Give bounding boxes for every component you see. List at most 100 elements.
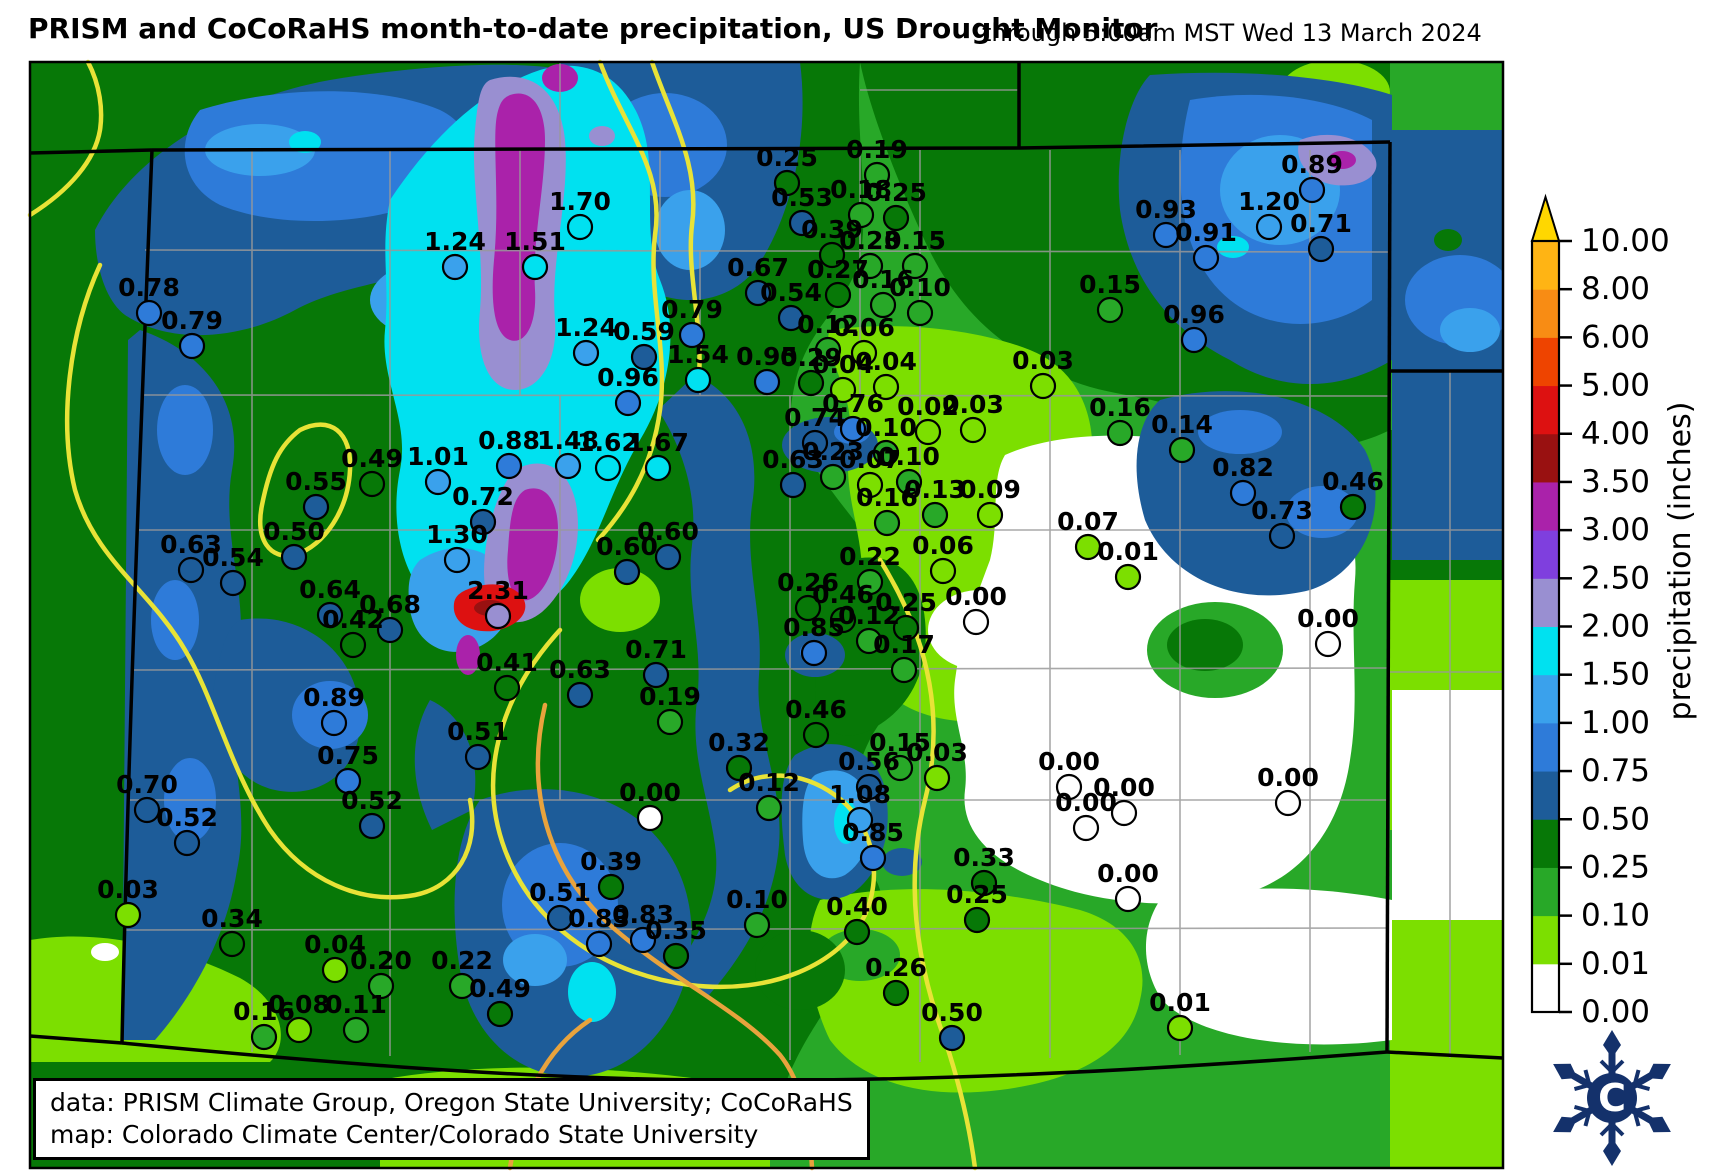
station-circle — [566, 213, 594, 241]
station-circle — [959, 416, 987, 444]
colorbar-segment — [1532, 722, 1559, 772]
station-marker: 0.10 — [878, 442, 940, 496]
station-circle — [173, 829, 201, 857]
station-value-label: 0.10 — [855, 413, 917, 442]
station-circle — [614, 389, 642, 417]
station-circle — [1166, 1014, 1194, 1042]
station-value-label: 0.34 — [201, 904, 263, 933]
station-value-label: 0.55 — [285, 467, 347, 496]
station-circle — [921, 501, 949, 529]
map-frame — [28, 60, 1505, 1170]
station-value-label: 0.46 — [1322, 467, 1384, 496]
station-marker: 0.00 — [1297, 604, 1359, 658]
station-marker: 0.00 — [1097, 859, 1159, 913]
station-marker: 1.67 — [627, 428, 689, 482]
colorbar-tick-label: 0.01 — [1581, 946, 1650, 982]
station-circle — [486, 1000, 514, 1028]
station-circle — [855, 627, 883, 655]
station-marker: 0.50 — [263, 517, 325, 571]
station-value-label: 1.54 — [667, 340, 729, 369]
station-value-label: 0.76 — [822, 389, 884, 418]
station-value-label: 0.70 — [116, 770, 178, 799]
station-value-label: 0.18 — [830, 175, 892, 204]
station-value-label: 0.12 — [797, 310, 859, 339]
station-marker: 0.75 — [317, 741, 379, 795]
station-marker: 0.42 — [322, 605, 384, 659]
station-marker: 0.71 — [625, 635, 687, 689]
station-marker: 0.46 — [812, 580, 874, 634]
colorbar-segment — [1532, 819, 1559, 868]
station-value-label: 0.52 — [341, 786, 403, 815]
station-marker: 1.30 — [426, 520, 488, 574]
station-circle — [1192, 244, 1220, 272]
station-circle — [585, 930, 613, 958]
station-circle — [1114, 563, 1142, 591]
station-marker: 0.13 — [904, 475, 966, 529]
station-value-label: 0.96 — [1163, 300, 1225, 329]
station-circle — [856, 252, 884, 280]
station-marker: 0.29 — [780, 343, 842, 397]
station-marker: 0.07 — [839, 445, 901, 499]
station-circle — [970, 869, 998, 897]
station-value-label: 0.26 — [865, 953, 927, 982]
station-marker: 0.12 — [838, 601, 900, 655]
station-circle — [133, 796, 161, 824]
station-value-label: 0.51 — [447, 717, 509, 746]
station-marker: 1.08 — [829, 780, 891, 834]
station-marker: 0.23 — [802, 437, 864, 491]
station-marker: 0.14 — [1151, 410, 1213, 464]
station-marker: 0.03 — [97, 875, 159, 929]
station-circle — [1055, 773, 1083, 801]
station-marker: 0.49 — [469, 974, 531, 1028]
station-value-label: 0.04 — [855, 347, 917, 376]
station-circle — [1180, 326, 1208, 354]
station-marker: 0.11 — [325, 990, 387, 1044]
station-marker: 0.54 — [202, 543, 264, 597]
colorbar-tick-label: 0.10 — [1581, 898, 1650, 934]
station-marker: 0.73 — [1251, 496, 1313, 550]
station-marker: 0.76 — [822, 389, 884, 443]
station-circle — [684, 366, 712, 394]
station-circle — [906, 299, 934, 327]
station-circle — [800, 639, 828, 667]
colorbar-tick-label: 4.00 — [1581, 416, 1650, 452]
station-circle — [929, 557, 957, 585]
station-value-label: 0.73 — [1251, 496, 1313, 525]
station-marker: 0.03 — [1012, 346, 1074, 400]
station-marker: 1.70 — [549, 187, 611, 241]
station-circle — [597, 873, 625, 901]
station-marker: 0.25 — [756, 143, 818, 197]
station-value-label: 1.30 — [426, 520, 488, 549]
station-value-label: 0.46 — [812, 580, 874, 609]
station-circle — [1074, 533, 1102, 561]
station-marker: 0.17 — [873, 630, 935, 684]
colorbar-segment — [1532, 241, 1559, 290]
station-marker: 0.70 — [116, 770, 178, 824]
station-value-label: 0.14 — [1151, 410, 1213, 439]
station-circle — [753, 368, 781, 396]
station-value-label: 0.15 — [884, 226, 946, 255]
attribution-data-line: data: PRISM Climate Group, Oregon State … — [50, 1088, 853, 1117]
station-value-label: 0.52 — [156, 803, 218, 832]
station-value-label: 0.10 — [889, 273, 951, 302]
station-value-label: 0.83 — [568, 904, 630, 933]
station-circle — [1307, 235, 1335, 263]
station-marker: 0.51 — [529, 878, 591, 932]
station-marker: 0.06 — [833, 313, 895, 367]
station-circle — [342, 1016, 370, 1044]
colorbar-segment — [1532, 578, 1559, 627]
station-circle — [280, 543, 308, 571]
station-value-label: 0.00 — [1297, 604, 1359, 633]
station-marker: 0.60 — [637, 517, 699, 571]
station-circle — [725, 754, 753, 782]
station-circle — [367, 972, 395, 1000]
station-value-label: 0.03 — [1012, 346, 1074, 375]
station-marker: 1.24 — [555, 313, 617, 367]
station-value-label: 1.67 — [627, 428, 689, 457]
colorbar-segment — [1532, 433, 1559, 483]
station-marker: 0.85 — [842, 818, 904, 872]
station-marker: 0.63 — [549, 655, 611, 709]
station-value-label: 0.72 — [452, 482, 514, 511]
station-circle — [901, 252, 929, 280]
colorbar-segment — [1532, 867, 1559, 917]
